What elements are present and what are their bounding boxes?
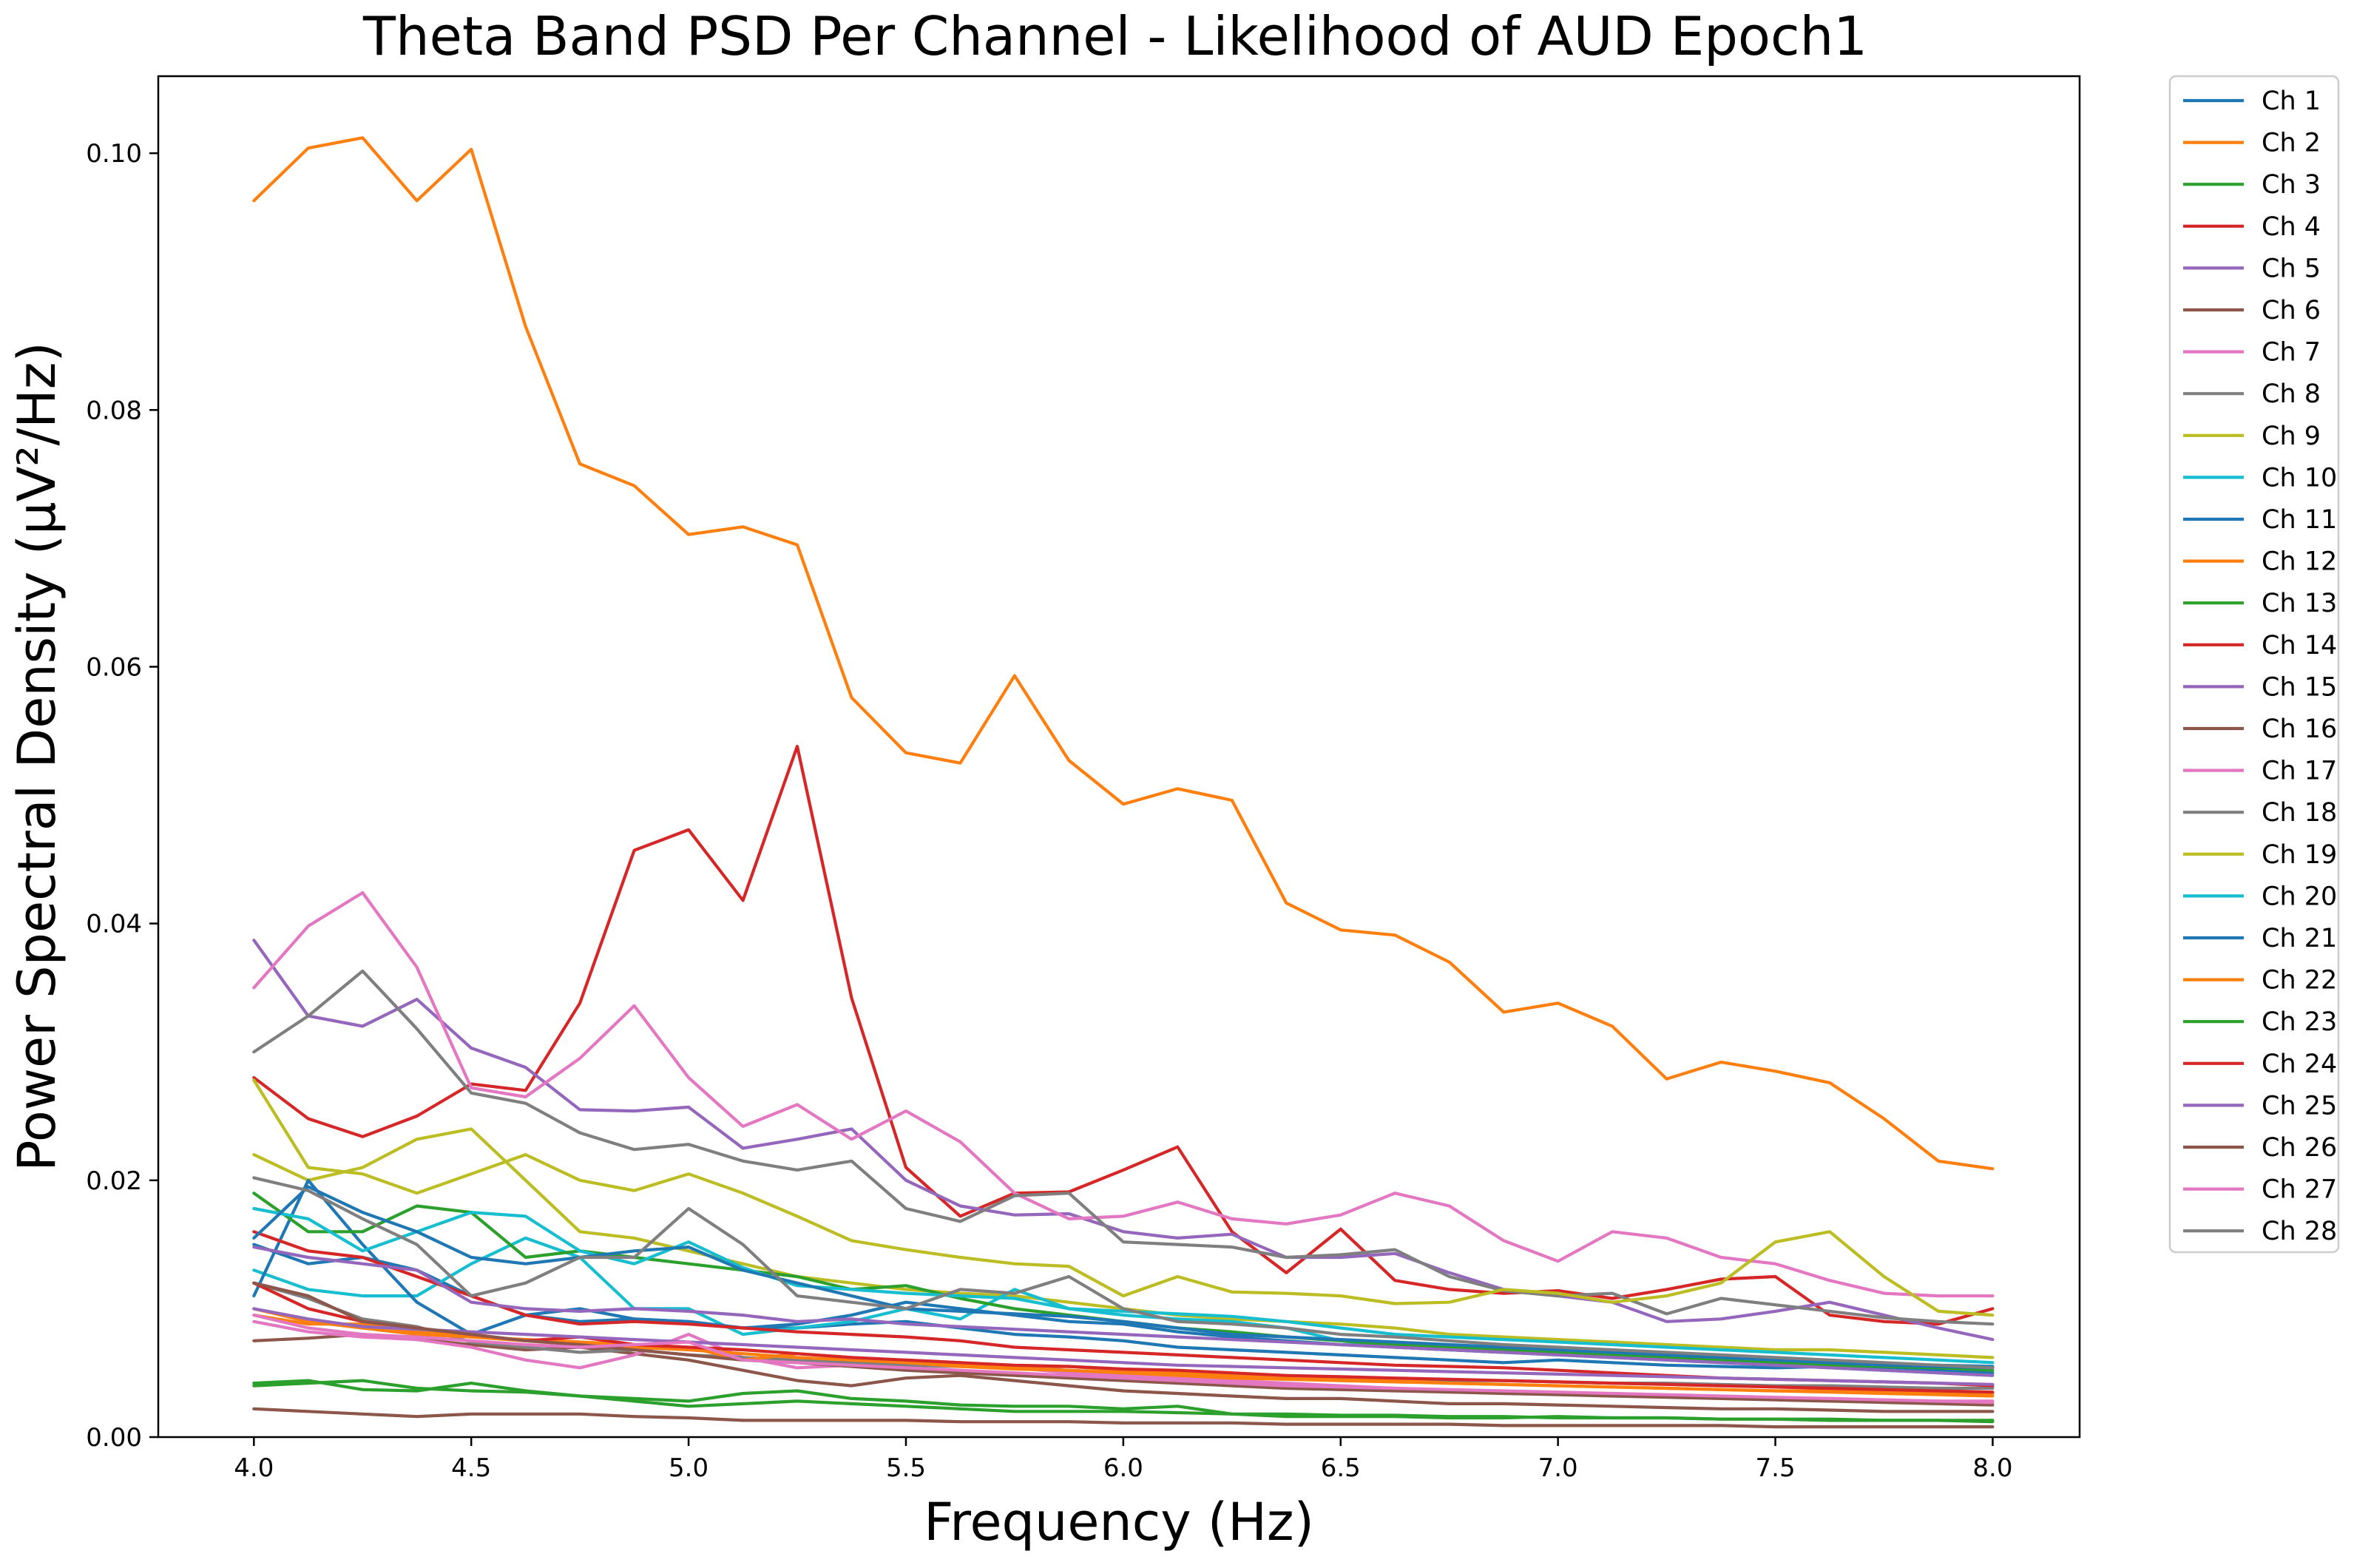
legend-label: Ch 2	[2262, 129, 2321, 158]
legend: Ch 1 Ch 2 Ch 3 Ch 4 Ch 5 Ch 6 Ch 7 Ch 8 Ch 9 Ch 1…	[2168, 75, 2340, 1254]
legend-label: Ch 27	[2262, 1175, 2337, 1205]
legend-label: Ch 7	[2262, 338, 2321, 368]
legend-label: Ch 16	[2262, 714, 2337, 744]
x-tick-label: 5.5	[886, 1453, 926, 1483]
series-lines	[252, 136, 1995, 1429]
legend-label: Ch 28	[2262, 1217, 2337, 1246]
x-axis-label: Frequency (Hz)	[924, 1492, 1314, 1552]
series-line-ch-2	[252, 136, 1995, 1171]
series-line-ch-16	[252, 1407, 1995, 1429]
x-tick-label: 7.0	[1538, 1453, 1578, 1483]
series-line-ch-28	[252, 1176, 1995, 1370]
x-tick-label: 7.5	[1756, 1453, 1796, 1483]
series-line-ch-25	[252, 1307, 1995, 1386]
x-tick-label: 5.0	[669, 1453, 708, 1483]
series-line-ch-5	[252, 939, 1995, 1342]
legend-label: Ch 8	[2262, 379, 2321, 409]
legend-label: Ch 9	[2262, 422, 2321, 451]
legend-label: Ch 14	[2262, 631, 2337, 660]
y-axis: 0.00 0.02 0.04 0.06 0.08 0.10	[86, 139, 158, 1453]
legend-label: Ch 23	[2262, 1007, 2337, 1037]
plot-frame	[157, 75, 2081, 1439]
series-line-ch-19	[252, 1078, 1995, 1317]
legend-label: Ch 15	[2262, 672, 2337, 702]
legend-label: Ch 4	[2262, 212, 2321, 242]
legend-label: Ch 22	[2262, 966, 2337, 996]
legend-label: Ch 11	[2262, 505, 2337, 535]
series-line-ch-24	[252, 1281, 1995, 1394]
legend-frame	[2168, 75, 2340, 1254]
y-tick-label: 0.06	[86, 652, 142, 682]
y-tick-label: 0.04	[86, 910, 142, 939]
legend-label: Ch 6	[2262, 296, 2321, 325]
legend-label: Ch 20	[2262, 882, 2337, 911]
series-line-ch-23	[252, 1379, 1995, 1422]
x-tick-label: 4.5	[451, 1453, 491, 1483]
y-tick-label: 0.08	[86, 396, 142, 425]
legend-label: Ch 10	[2262, 463, 2337, 493]
series-line-ch-21	[252, 1185, 1995, 1370]
x-tick-label: 6.5	[1321, 1453, 1361, 1483]
x-axis: 4.0 4.5 5.0 5.5 6.0 6.5 7.0 7.5 8.0	[234, 1437, 2012, 1483]
series-line-ch-15	[252, 1245, 1995, 1377]
x-tick-label: 6.0	[1103, 1453, 1143, 1483]
legend-label: Ch 13	[2262, 589, 2337, 618]
legend-label: Ch 12	[2262, 547, 2337, 577]
series-line-ch-18	[252, 969, 1995, 1326]
y-tick-label: 0.10	[86, 139, 142, 169]
y-axis-label: Power Spectral Density (µV²/Hz)	[7, 342, 67, 1172]
series-line-ch-4	[252, 744, 1995, 1326]
legend-label: Ch 21	[2262, 924, 2337, 953]
legend-label: Ch 19	[2262, 840, 2337, 870]
series-line-ch-26	[252, 1281, 1995, 1407]
legend-label: Ch 5	[2262, 254, 2321, 283]
legend-label: Ch 26	[2262, 1133, 2337, 1163]
x-tick-label: 4.0	[234, 1453, 274, 1483]
series-line-ch-27	[252, 1313, 1995, 1405]
series-line-ch-17	[252, 891, 1995, 1298]
y-tick-label: 0.00	[86, 1423, 142, 1453]
legend-label: Ch 3	[2262, 170, 2321, 200]
legend-label: Ch 24	[2262, 1050, 2337, 1079]
series-line-ch-20	[252, 1206, 1995, 1365]
legend-label: Ch 1	[2262, 87, 2321, 116]
chart-title: Theta Band PSD Per Channel - Likelihood …	[362, 5, 1867, 67]
y-tick-label: 0.02	[86, 1166, 142, 1196]
legend-label: Ch 25	[2262, 1091, 2337, 1121]
legend-label: Ch 18	[2262, 798, 2337, 828]
x-tick-label: 8.0	[1972, 1453, 2012, 1483]
legend-label: Ch 17	[2262, 757, 2337, 786]
